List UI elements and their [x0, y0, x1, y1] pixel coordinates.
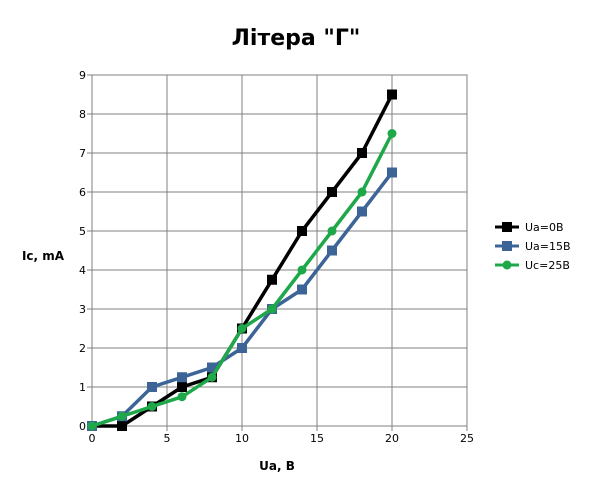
- data-point: [207, 372, 217, 382]
- y-tick-label: 7: [79, 147, 86, 160]
- data-point: [357, 148, 367, 158]
- data-point: [147, 382, 157, 392]
- y-tick-label: 9: [79, 69, 86, 82]
- legend-marker: [502, 241, 512, 251]
- data-point: [297, 284, 307, 295]
- x-axis-ticks: 0 5 10 15 20 25: [89, 426, 474, 445]
- data-point: [387, 89, 397, 100]
- y-tick-label: 4: [79, 264, 86, 277]
- data-point: [237, 324, 247, 333]
- y-tick-label: 2: [79, 342, 86, 355]
- data-point: [327, 226, 337, 236]
- y-tick-label: 3: [79, 303, 86, 316]
- grid: [91, 74, 468, 427]
- x-tick-label: 10: [235, 432, 249, 445]
- y-tick-label: 8: [79, 108, 86, 121]
- y-tick-label: 1: [79, 381, 86, 394]
- y-tick-label: 6: [79, 186, 86, 199]
- data-point: [357, 206, 367, 217]
- data-point: [357, 187, 367, 197]
- data-point: [237, 343, 247, 353]
- data-point: [177, 372, 187, 383]
- x-tick-label: 20: [385, 432, 399, 445]
- series-layer: [87, 89, 397, 431]
- legend-entry: Ua=15В: [495, 240, 571, 253]
- data-point: [147, 402, 157, 411]
- legend-marker: [502, 260, 512, 270]
- x-tick-label: 25: [460, 432, 474, 445]
- data-point: [267, 274, 277, 285]
- data-point: [87, 421, 97, 431]
- x-axis-label: Ua, В: [259, 459, 295, 473]
- data-point: [297, 265, 307, 275]
- legend-entry: Uc=25В: [495, 259, 570, 272]
- data-point: [177, 392, 187, 402]
- data-point: [207, 362, 217, 373]
- y-tick-label: 5: [79, 225, 86, 238]
- data-point: [327, 245, 337, 256]
- x-tick-label: 0: [89, 432, 96, 445]
- chart-title: Літера "Г": [232, 26, 361, 51]
- y-tick-label: 0: [79, 420, 86, 433]
- data-point: [117, 411, 127, 421]
- data-point: [327, 187, 337, 197]
- legend-label: Ua=0В: [525, 221, 564, 234]
- data-point: [177, 382, 187, 392]
- data-point: [297, 226, 307, 236]
- legend-entry: Ua=0В: [495, 221, 564, 234]
- y-axis-label: Ic, mA: [22, 249, 65, 263]
- data-point: [267, 304, 277, 314]
- legend-label: Uc=25В: [525, 259, 570, 272]
- y-axis-ticks: 0 1 2 3 4 5 6 7 8 9: [79, 69, 92, 433]
- data-point: [387, 129, 397, 138]
- legend-label: Ua=15В: [525, 240, 571, 253]
- x-tick-label: 5: [164, 432, 171, 445]
- series-3: [87, 129, 397, 431]
- data-point: [117, 421, 127, 431]
- plot-frame: [91, 74, 468, 427]
- legend: Ua=0В Ua=15В Uc=25В: [495, 221, 571, 272]
- data-point: [387, 167, 397, 178]
- legend-marker: [502, 222, 512, 232]
- x-tick-label: 15: [310, 432, 324, 445]
